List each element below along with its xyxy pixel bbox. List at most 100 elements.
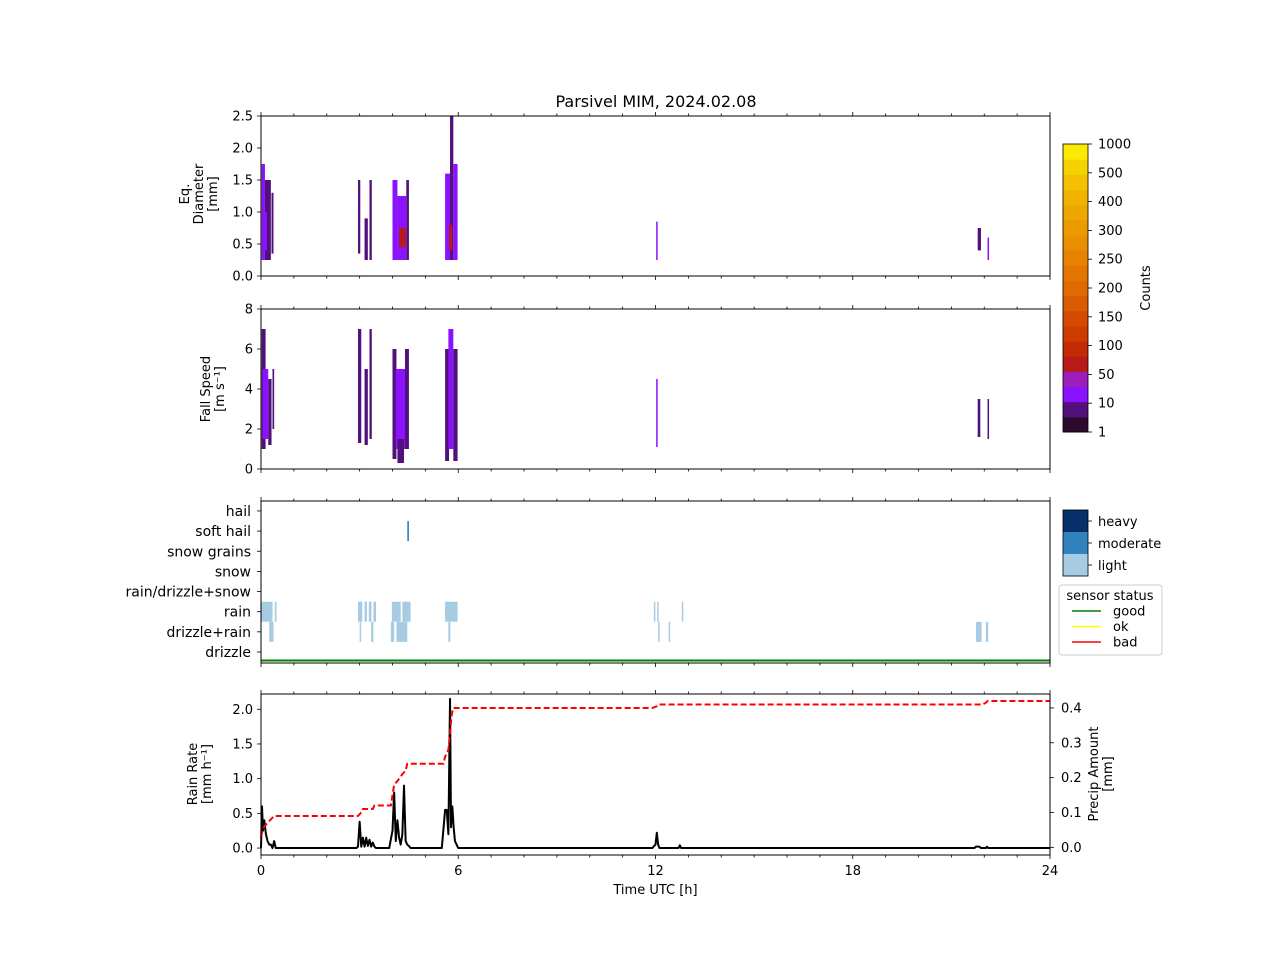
fall-speed-cell <box>364 369 368 445</box>
y-tick-label: 2.0 <box>232 703 253 718</box>
status-legend-label: ok <box>1113 620 1129 635</box>
colorbar-tick-label: 10 <box>1098 397 1115 412</box>
precip-type-event <box>976 621 982 642</box>
colorbar-segment <box>1063 189 1088 206</box>
diameter-cell <box>445 173 451 260</box>
precip-amount-axis-label: Precip Amount[mm] <box>1087 727 1116 822</box>
colorbar-tick-label: 1000 <box>1098 138 1131 153</box>
y-tick-label: 0.5 <box>232 807 253 822</box>
intensity-label: light <box>1098 559 1127 574</box>
precip-type-event <box>985 621 989 642</box>
fall-speed-cell <box>987 399 990 439</box>
status-legend-box <box>1058 584 1163 656</box>
y-tick-label: 2.5 <box>232 110 253 125</box>
fall-speed-axis-label-line: [m s⁻¹] <box>213 366 228 412</box>
diameter-cell <box>453 164 458 260</box>
diameter-cell <box>364 218 368 260</box>
precip-type-event <box>371 621 374 642</box>
rain-rate-axis-label: Rain Rate[mm h⁻¹] <box>186 743 215 806</box>
rain-rate-line <box>260 697 1050 850</box>
precip-type-event <box>373 601 377 622</box>
fall-speed-cell <box>448 329 454 449</box>
y-tick-label: 1.0 <box>232 772 253 787</box>
y-tick-label: 1.0 <box>232 206 253 221</box>
fall-speed-cell <box>357 329 362 443</box>
diameter-cell <box>399 228 406 248</box>
category-label: drizzle <box>205 645 251 661</box>
x-axis-label: Time UTC [h] <box>612 883 697 898</box>
colorbar-segment <box>1063 416 1088 433</box>
colorbar-segment <box>1063 341 1088 357</box>
colorbar-label: Counts <box>1139 265 1154 311</box>
fall-speed-axis-label: Fall Speed[m s⁻¹] <box>199 356 228 422</box>
y2-tick-label: 0.2 <box>1061 771 1082 786</box>
y-tick-label: 2 <box>245 423 253 438</box>
colorbar-segment <box>1063 204 1088 221</box>
precip-type-event <box>668 621 671 642</box>
intensity-label: heavy <box>1098 515 1138 530</box>
fall-speed-cell <box>272 369 275 429</box>
diameter-axis-label-line: [mm] <box>206 176 221 211</box>
precip-amount-axis-label-line: Precip Amount <box>1087 727 1102 822</box>
colorbar-segment <box>1063 325 1088 342</box>
category-label: rain <box>224 605 251 621</box>
fall-speed-cell <box>397 439 405 463</box>
colorbar-segment <box>1063 265 1088 281</box>
colorbar-tick-label: 250 <box>1098 253 1123 268</box>
category-label: drizzle+rain <box>166 625 251 641</box>
precip-amount-line <box>260 699 1050 838</box>
precip-type-event <box>390 621 395 642</box>
precip-type-event <box>269 621 274 642</box>
colorbar-segment <box>1063 250 1088 266</box>
diameter-cell <box>450 116 454 260</box>
colorbar-segment <box>1063 219 1088 236</box>
precip-type-event <box>396 621 408 642</box>
fall-speed-cell <box>977 399 981 437</box>
precip-type-event <box>653 601 656 622</box>
precip-type-event <box>448 621 451 642</box>
status-legend-label: bad <box>1113 636 1137 651</box>
colorbar-segment <box>1063 174 1088 190</box>
colorbar-tick-label: 150 <box>1098 310 1123 325</box>
category-label: snow grains <box>167 544 251 560</box>
y-tick-label: 0 <box>245 463 253 478</box>
precip-type-event <box>445 601 458 622</box>
fall-speed-cell <box>268 379 272 445</box>
x-tick-label: 12 <box>647 864 664 879</box>
colorbar-segment <box>1063 144 1088 160</box>
colorbar-segment <box>1063 280 1088 297</box>
diameter-cell <box>656 221 658 260</box>
category-label: rain/drizzle+snow <box>126 585 251 601</box>
colorbar-segment <box>1063 386 1088 403</box>
colorbar-tick-label: 400 <box>1098 195 1123 210</box>
y2-tick-label: 0.0 <box>1061 841 1082 856</box>
intensity-label: moderate <box>1098 537 1161 552</box>
y2-tick-label: 0.4 <box>1061 701 1082 716</box>
precip-type-event <box>359 621 362 642</box>
rain-rate-axis-label-line: [mm h⁻¹] <box>200 744 215 804</box>
x-tick-label: 6 <box>454 864 462 879</box>
status-legend-title: sensor status <box>1066 589 1153 604</box>
y-tick-label: 4 <box>245 383 253 398</box>
precip-type-event <box>407 521 409 542</box>
fall-speed-cell <box>656 379 658 447</box>
y-tick-label: 1.5 <box>232 174 253 189</box>
y-tick-label: 0.0 <box>232 842 253 857</box>
y-tick-label: 0.5 <box>232 238 253 253</box>
y-tick-label: 6 <box>245 343 253 358</box>
diameter-cell <box>977 228 981 251</box>
colorbar-tick-label: 500 <box>1098 166 1123 181</box>
x-tick-label: 24 <box>1042 864 1059 879</box>
colorbar-segment <box>1063 401 1088 418</box>
diameter-cell <box>369 180 372 260</box>
fall-speed-cell <box>395 369 405 449</box>
y-tick-label: 1.5 <box>232 737 253 752</box>
precip-type-event <box>261 601 273 622</box>
diameter-axis-label: Eq.Diameter[mm] <box>178 163 221 224</box>
y2-tick-label: 0.3 <box>1061 736 1082 751</box>
colorbar-tick-label: 200 <box>1098 282 1123 297</box>
x-tick-label: 18 <box>844 864 861 879</box>
precip-amount-axis-label-line: [mm] <box>1101 756 1116 791</box>
colorbar-tick-label: 50 <box>1098 368 1115 383</box>
